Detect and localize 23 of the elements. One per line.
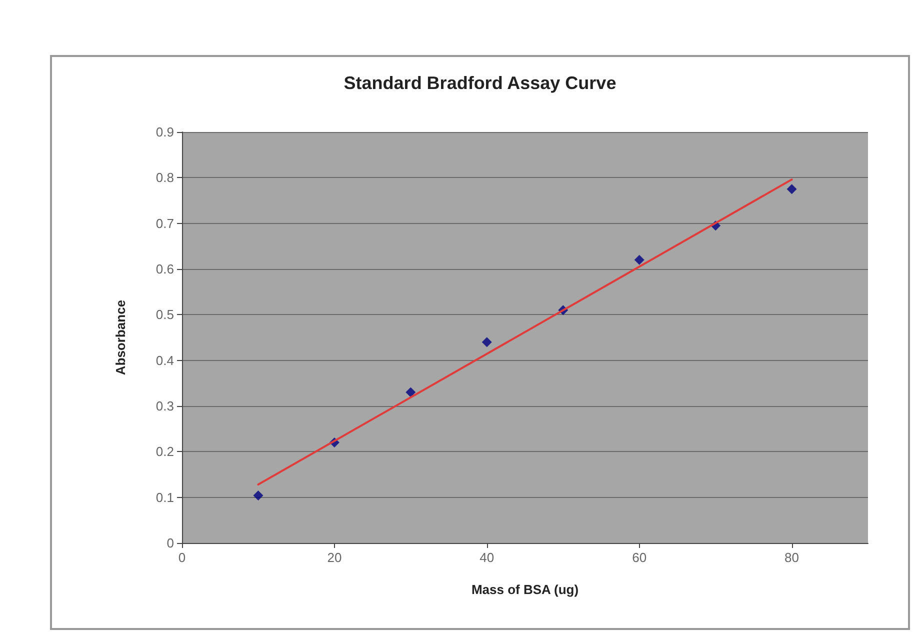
x-tick-label: 0 (178, 550, 186, 565)
point (482, 337, 492, 348)
y-tick-label: 0.7 (156, 216, 174, 231)
x-tick-label: 80 (784, 550, 800, 565)
y-tick-label: 0.1 (156, 490, 174, 505)
x-axis-title: Mass of BSA (ug) (471, 582, 579, 597)
y-tick-label: 0.3 (156, 398, 174, 414)
x-tick-label: 60 (632, 550, 647, 565)
x-tick-label: 20 (327, 550, 342, 565)
y-tick-label: 0 (166, 536, 174, 550)
point (253, 490, 264, 501)
y-axis-title: Absorbance (113, 300, 128, 376)
chart-title: Standard Bradford Assay Curve (344, 73, 616, 93)
x-tick-label: 40 (480, 550, 494, 565)
y-tick-label: 0.9 (156, 124, 174, 140)
point (786, 184, 797, 194)
y-tick-label: 0.6 (156, 262, 174, 276)
y-tick-label: 0.4 (156, 352, 174, 368)
point (406, 387, 416, 398)
y-tick-label: 0.2 (156, 444, 174, 460)
y-tick-label: 0.5 (156, 307, 174, 322)
y-tick-label: 0.8 (156, 170, 174, 186)
point (634, 254, 644, 265)
